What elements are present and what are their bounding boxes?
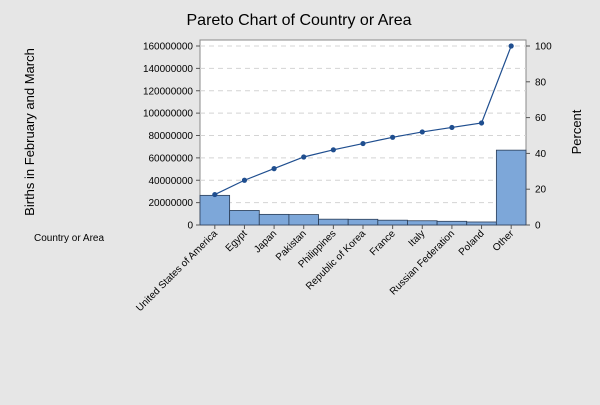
x-tick-label: Japan <box>252 228 279 255</box>
y-tick-label: 140000000 <box>143 64 193 75</box>
cumulative-point-9 <box>478 120 485 126</box>
bar-1 <box>229 210 260 226</box>
cumulative-point-4 <box>330 147 336 153</box>
bar-9 <box>466 221 497 226</box>
cumulative-line-series <box>212 43 514 198</box>
y-tick-label: 100000000 <box>143 109 193 120</box>
x-tick-label: Egypt <box>224 228 250 254</box>
chart-title: Pareto Chart of Country or Area <box>187 12 412 29</box>
plot-area <box>199 39 527 226</box>
y-tick-label: 20000000 <box>149 198 194 209</box>
bar-series <box>199 149 527 226</box>
cumulative-point-10 <box>508 43 514 49</box>
y-tick-label: 40000000 <box>149 176 194 187</box>
bar-3 <box>288 214 319 226</box>
y2-tick-label: 60 <box>535 113 547 124</box>
bar-7 <box>407 220 438 226</box>
grid-lines <box>200 45 526 204</box>
y2-tick-label: 80 <box>535 77 547 88</box>
cumulative-point-2 <box>271 166 277 172</box>
bar-0 <box>199 194 231 226</box>
cumulative-point-8 <box>449 124 455 131</box>
y-tick-label: 80000000 <box>149 131 194 142</box>
cumulative-point-1 <box>241 177 248 183</box>
y-tick-label: 0 <box>187 221 193 232</box>
x-tick-label: Poland <box>457 228 487 258</box>
bar-5 <box>347 218 379 226</box>
bar-4 <box>318 218 349 226</box>
x-tick-label: Italy <box>407 228 428 249</box>
y2-tick-label: 40 <box>535 149 547 160</box>
cumulative-point-3 <box>301 154 307 160</box>
bar-10 <box>495 149 527 226</box>
left-axis: 0 20000000 40000000 60000000 80000000 1000000… <box>143 42 200 232</box>
x-field-label: Country or Area <box>34 233 104 244</box>
y2-tick-label: 100 <box>535 42 552 53</box>
y-tick-label: 160000000 <box>143 42 193 53</box>
y2-axis-label: Percent <box>569 109 584 154</box>
y-tick-label: 120000000 <box>143 86 193 97</box>
x-axis: United States of America Egypt JapanPakist… <box>134 225 517 314</box>
y2-tick-label: 20 <box>535 185 547 196</box>
cumulative-point-0 <box>212 191 218 198</box>
x-tick-label: United States of America <box>134 228 220 314</box>
cumulative-point-7 <box>419 129 425 135</box>
right-axis: 0 20 40 60 80 100 <box>526 42 552 232</box>
cumulative-point-5 <box>360 140 366 147</box>
bar-2 <box>258 213 290 226</box>
bar-6 <box>377 219 408 226</box>
y-tick-label: 60000000 <box>149 153 194 164</box>
x-tick-label: France <box>368 228 398 258</box>
cumulative-point-6 <box>390 134 396 140</box>
y2-tick-label: 0 <box>535 221 541 232</box>
y-axis-label: Births in February and March <box>22 48 37 216</box>
bar-8 <box>436 220 468 226</box>
x-tick-label: Other <box>491 228 517 254</box>
